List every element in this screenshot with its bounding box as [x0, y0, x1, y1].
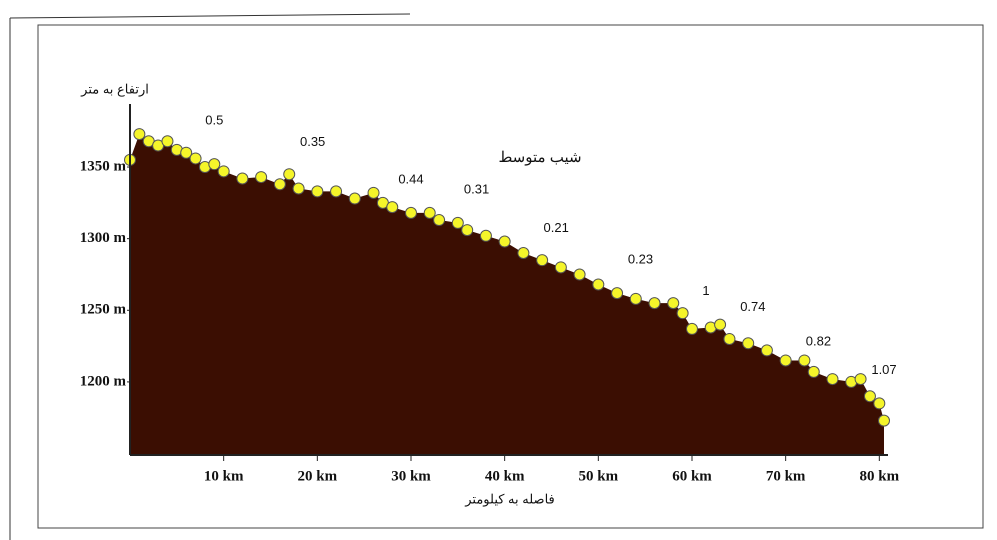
slope-label: 0.44 [398, 171, 423, 186]
marker [667, 297, 680, 310]
y-tick-label: 1350 m [80, 158, 127, 174]
marker [611, 287, 624, 300]
marker [479, 229, 492, 242]
marker [826, 373, 839, 386]
marker [807, 365, 820, 378]
slope-label: 0.23 [628, 252, 653, 267]
marker [873, 397, 886, 410]
marker [404, 206, 417, 219]
slope-label: 0.21 [544, 220, 569, 235]
x-tick-label: 40 km [485, 468, 525, 484]
marker [536, 254, 549, 267]
slope-label: 0.74 [740, 299, 765, 314]
marker [498, 235, 511, 248]
marker [676, 307, 689, 320]
marker [863, 390, 876, 403]
y-tick-label: 1200 m [80, 373, 127, 389]
marker [854, 373, 867, 386]
marker [367, 186, 380, 199]
marker [760, 344, 773, 357]
marker [573, 268, 586, 281]
marker [461, 224, 474, 237]
frame [37, 24, 984, 529]
marker [330, 185, 343, 198]
marker [311, 185, 324, 198]
marker [180, 146, 193, 159]
slope-label: 0.82 [806, 333, 831, 348]
marker [648, 297, 661, 310]
marker [779, 354, 792, 367]
marker [236, 172, 249, 185]
marker [451, 216, 464, 229]
marker [189, 152, 202, 165]
marker [292, 182, 305, 195]
marker [255, 171, 268, 184]
marker [283, 168, 296, 181]
marker [348, 192, 361, 205]
marker [629, 292, 642, 305]
chart-title: شیب متوسط [498, 149, 581, 166]
marker [714, 318, 727, 331]
slope-label: 0.31 [464, 181, 489, 196]
frame-line [9, 13, 411, 19]
marker [423, 206, 436, 219]
slope-label: 1 [702, 283, 709, 298]
x-tick-label: 30 km [391, 468, 431, 484]
x-tick-label: 60 km [672, 468, 712, 484]
x-tick-label: 10 km [204, 468, 244, 484]
marker [878, 414, 890, 427]
slope-label: 0.5 [205, 113, 223, 128]
marker [685, 322, 698, 335]
marker [208, 158, 221, 171]
marker [554, 261, 567, 274]
marker [723, 332, 736, 345]
slope-label: 0.35 [300, 134, 325, 149]
marker [798, 354, 811, 367]
marker [217, 165, 230, 178]
marker [742, 337, 755, 350]
x-tick-label: 70 km [766, 468, 806, 484]
y-axis-label: ارتفاع به متر [80, 81, 149, 97]
area [130, 134, 884, 456]
x-tick-label: 80 km [860, 468, 900, 484]
marker [161, 135, 174, 148]
y-tick-label: 1250 m [80, 302, 127, 318]
x-tick-label: 20 km [298, 468, 338, 484]
x-axis-label: فاصله به کیلومتر [464, 491, 555, 507]
marker [133, 128, 146, 141]
x-tick-label: 50 km [579, 468, 619, 484]
y-tick-label: 1300 m [80, 230, 127, 246]
marker [433, 214, 446, 227]
marker [386, 201, 399, 214]
marker [273, 178, 286, 191]
marker [592, 278, 605, 291]
slope-label: 1.07 [871, 362, 896, 377]
marker [517, 246, 530, 259]
